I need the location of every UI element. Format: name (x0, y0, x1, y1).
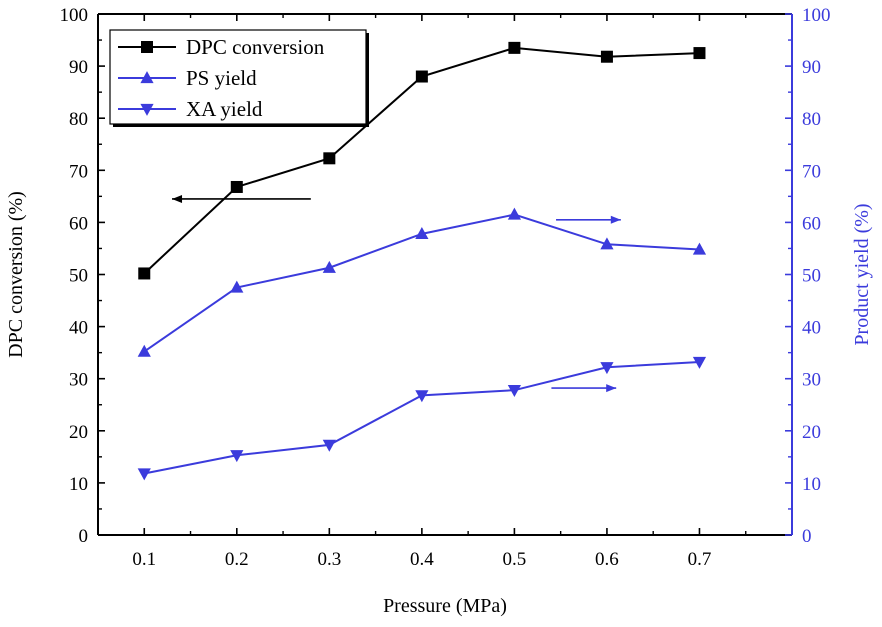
legend-entry: DPC conversion (118, 35, 325, 59)
series-line (144, 361, 700, 475)
axes: 0.1 0.2 0.3 0.4 0.5 0.6 0.7 0 10 20 30 40 50 60 70 80 90… (5, 5, 873, 617)
data-point (600, 50, 613, 63)
x-tick-label: 0.4 (410, 549, 434, 570)
y-right-tick-label: 80 (802, 109, 821, 130)
y-right-tick-label: 40 (802, 318, 821, 339)
y-right-tick-label: 50 (802, 266, 821, 287)
series-xa-yield (137, 356, 707, 481)
y-left-tick-label: 70 (69, 161, 88, 182)
arrow-head (606, 384, 617, 393)
data-point (600, 237, 614, 250)
annotation-arrow (551, 384, 617, 393)
y-left-axis-title: DPC conversion (%) (5, 191, 27, 358)
annotation-arrows (172, 194, 621, 393)
legend-marker (140, 103, 154, 116)
data-point (137, 344, 151, 357)
x-tick-label: 0.2 (225, 549, 249, 570)
legend-entry: PS yield (118, 66, 257, 90)
y-right-tick-label: 30 (802, 370, 821, 391)
data-point (415, 390, 429, 403)
legend: DPC conversion PS yield XA yield (109, 29, 369, 127)
data-point (230, 280, 244, 293)
x-tick-label: 0.3 (317, 549, 341, 570)
x-tick-label: 0.6 (595, 549, 619, 570)
data-point (415, 70, 428, 83)
data-point (230, 450, 244, 463)
data-point (138, 267, 151, 280)
data-point (507, 385, 521, 398)
series-dpc-conversion (138, 41, 706, 280)
y-left-tick-label: 60 (69, 213, 88, 234)
x-tick-label: 0.7 (688, 549, 712, 570)
data-point (693, 47, 706, 60)
y-left-tick-label: 100 (60, 5, 89, 26)
legend-label: XA yield (186, 97, 263, 121)
y-right-tick-label: 60 (802, 213, 821, 234)
data-point (507, 207, 521, 220)
y-left-tick-label: 50 (69, 266, 88, 287)
y-right-tick-label: 20 (802, 422, 821, 443)
y-left-tick-label: 30 (69, 370, 88, 391)
annotation-arrow (172, 194, 311, 203)
y-left-tick-label: 10 (69, 474, 88, 495)
arrow-head (610, 215, 621, 224)
data-point (137, 468, 151, 481)
legend-marker (141, 41, 153, 53)
y-right-tick-label: 70 (802, 161, 821, 182)
y-right-tick-label: 90 (802, 57, 821, 78)
y-left-tick-label: 40 (69, 318, 88, 339)
y-left-tick-label: 80 (69, 109, 88, 130)
data-point (692, 356, 707, 369)
x-axis-title: Pressure (MPa) (383, 595, 507, 617)
data-point (322, 260, 336, 273)
legend-marker (140, 71, 154, 84)
series-ps-yield (137, 207, 707, 357)
y-right-tick-label: 100 (802, 5, 831, 26)
data-point (323, 152, 336, 165)
x-tick-label: 0.1 (132, 549, 156, 570)
data-point (322, 439, 336, 452)
data-point (692, 242, 707, 255)
y-right-tick-label: 0 (802, 526, 812, 547)
data-point (415, 226, 429, 239)
data-point (508, 41, 521, 54)
y-left-tick-label: 20 (69, 422, 88, 443)
arrow-head (172, 194, 183, 203)
y-left-tick-label: 0 (79, 526, 89, 547)
legend-entry: XA yield (118, 97, 263, 121)
y-left-tick-label: 90 (69, 57, 88, 78)
x-tick-label: 0.5 (503, 549, 527, 570)
y-right-tick-label: 10 (802, 474, 821, 495)
legend-label: PS yield (186, 66, 257, 90)
data-point (230, 180, 243, 193)
y-right-axis-title: Product yield (%) (851, 203, 873, 345)
annotation-arrow (556, 215, 621, 224)
legend-label: DPC conversion (186, 35, 325, 59)
series-layer (137, 41, 707, 481)
data-point (600, 362, 614, 375)
